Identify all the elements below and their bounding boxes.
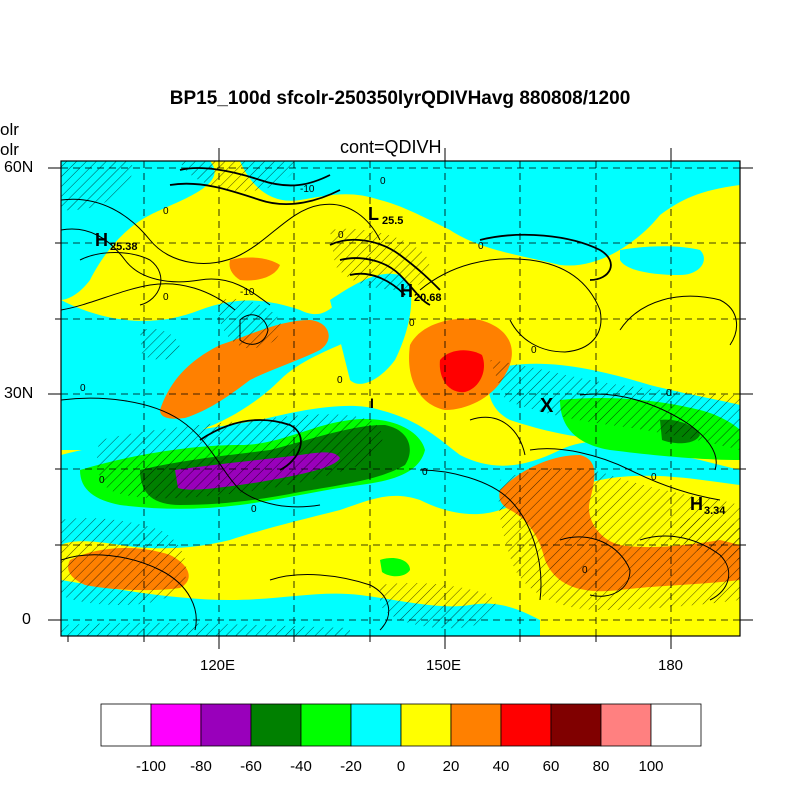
colorbar-tick-label: 20 [442, 758, 460, 775]
contour-label: 0 [651, 472, 657, 483]
colorbar-tick-label: 60 [542, 758, 560, 775]
contour-label: 0 [80, 383, 86, 394]
contour-label: 0 [99, 475, 105, 486]
contour-label: 0 [531, 345, 537, 356]
marker-h-2-value: 20.68 [414, 292, 442, 304]
marker-h-3-letter: H [690, 494, 703, 514]
colorbar-tick-label: 40 [492, 758, 510, 775]
colorbar-tick-label: -40 [290, 758, 312, 775]
colorbar-box [100, 703, 152, 747]
contour-label: 0 [666, 388, 672, 399]
lat-label-30n: 30N [4, 385, 34, 402]
marker-h-3-value: 3.34 [704, 505, 726, 517]
colorbar-box [500, 703, 552, 747]
lon-label-120e: 120E [200, 657, 236, 674]
colorbar-box [400, 703, 452, 747]
colorbar-tick-label: 80 [592, 758, 610, 775]
marker-l-1-letter: L [368, 204, 379, 224]
contour-label: 0 [380, 176, 386, 187]
colorbar-box [150, 703, 202, 747]
pressure-markers: H 25.38 L 25.5 H 20.68 H 3.34 X I [95, 204, 726, 517]
marker-h-1-value: 25.38 [110, 241, 138, 253]
colorbar-tick-label: -20 [340, 758, 362, 775]
contour-label: 0 [163, 206, 169, 217]
contour-label: 0 [582, 565, 588, 576]
colorbar-tick-label: -60 [240, 758, 262, 775]
map-gridlines [61, 161, 740, 636]
contour-label: 0 [422, 467, 428, 478]
colorbar-box [450, 703, 502, 747]
colorbar-box [550, 703, 602, 747]
lat-label-0: 0 [22, 611, 31, 628]
left-cut-label-1: olr [0, 120, 19, 139]
marker-h-1-letter: H [95, 230, 108, 250]
left-cut-label-2: olr [0, 140, 19, 159]
contour-labels: -10 0 0 -10 0 0 0 0 0 0 0 0 0 0 0 0 0 [80, 176, 672, 576]
contour-label: 0 [337, 375, 343, 386]
lat-label-60n: 60N [4, 159, 34, 176]
contour-label: 0 [478, 241, 484, 252]
marker-x-letter: X [540, 395, 554, 417]
marker-l-1-value: 25.5 [382, 215, 403, 227]
marker-dot-label: I [370, 395, 374, 411]
contour-label: -10 [300, 184, 315, 195]
colorbar-box [250, 703, 302, 747]
colorbar [100, 703, 702, 747]
colorbar-box [350, 703, 402, 747]
plot-title: BP15_100d sfcolr-250350lyrQDIVHavg 88080… [169, 88, 631, 109]
contour-label: 0 [409, 318, 415, 329]
axis-ticks [48, 148, 753, 649]
marker-h-2-letter: H [400, 281, 413, 301]
lon-label-180: 180 [658, 657, 684, 674]
plot-subtitle: cont=QDIVH [340, 137, 442, 157]
colorbar-tick-label: 100 [638, 758, 664, 775]
colorbar-box [200, 703, 252, 747]
colorbar-tick-label: -100 [135, 758, 167, 775]
contour-label: 0 [163, 292, 169, 303]
colorbar-box [300, 703, 352, 747]
contour-lines [61, 167, 738, 631]
contour-label: 0 [251, 504, 257, 515]
colorbar-box [650, 703, 702, 747]
colorbar-tick-label: -80 [190, 758, 212, 775]
colorbar-box [600, 703, 652, 747]
contour-label: -10 [240, 287, 255, 298]
contour-label: 0 [338, 230, 344, 241]
colorbar-tick-label: 0 [396, 758, 406, 775]
lon-label-150e: 150E [426, 657, 462, 674]
